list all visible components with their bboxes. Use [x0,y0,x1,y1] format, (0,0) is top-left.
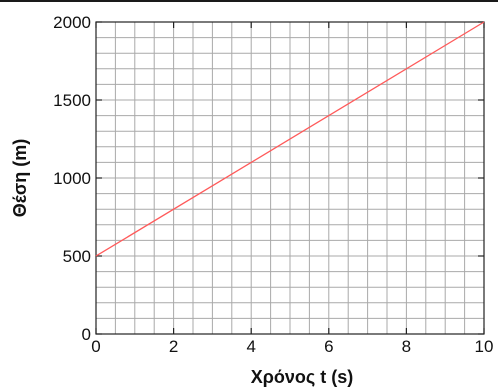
x-tick-label: 10 [475,337,494,356]
x-tick-label: 4 [246,337,255,356]
y-tick-label: 1000 [53,169,91,188]
x-tick-label: 2 [169,337,178,356]
series-group [95,21,485,257]
x-tick-label: 6 [324,337,333,356]
x-tick-labels: 0 2 4 6 8 10 [91,337,493,356]
y-tick-label: 0 [82,325,91,344]
y-tick-label: 1500 [53,91,91,110]
series-line [95,21,485,257]
y-tick-label: 2000 [53,13,91,32]
top-border-line [0,0,498,2]
y-tick-label: 500 [63,247,91,266]
x-tick-label: 0 [91,337,100,356]
tick-marks [95,21,485,335]
y-axis-title: Θέση (m) [10,139,30,217]
x-axis-title: Χρόνος t (s) [251,367,354,387]
y-tick-labels: 0 500 1000 1500 2000 [53,13,91,344]
x-tick-label: 8 [402,337,411,356]
grid [96,22,484,334]
